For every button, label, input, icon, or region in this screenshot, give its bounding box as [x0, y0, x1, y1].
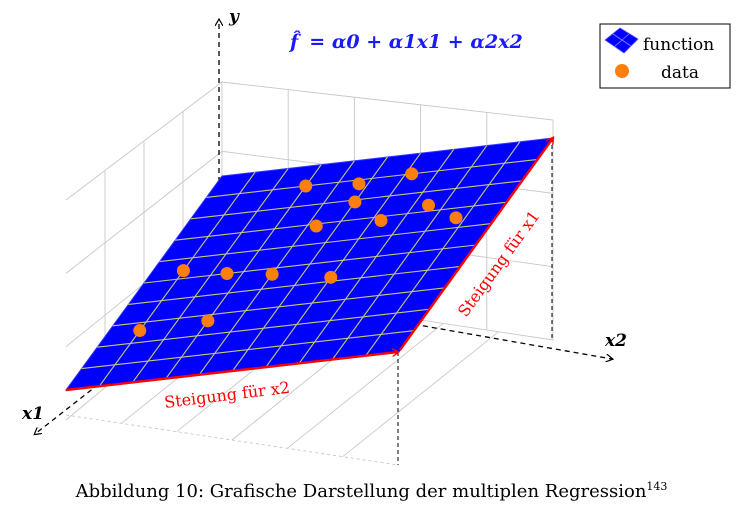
slope-arrow-x1: [399, 138, 553, 351]
regression-formula: f̂ = α0 + α1x1 + α2x2: [288, 31, 523, 53]
data-point: [265, 267, 279, 281]
data-point: [422, 198, 436, 212]
plane-grid-line: [81, 330, 415, 370]
legend-label-data: data: [661, 63, 699, 83]
data-points: [133, 167, 463, 338]
legend-label-function: function: [643, 35, 714, 55]
axis-label-x2: x2: [604, 331, 627, 351]
plane-grid-line: [365, 141, 521, 357]
plane-grid-line: [298, 149, 455, 364]
regression-plane: [64, 137, 555, 391]
formula-rhs: = α0 + α1x1 + α2x2: [309, 31, 522, 53]
box-grid-line: [287, 322, 444, 449]
figure-caption: Abbildung 10: Grafische Darstellung der …: [0, 480, 743, 502]
caption-text: Abbildung 10: Grafische Darstellung der …: [75, 481, 647, 502]
data-point: [176, 264, 190, 278]
box-grid-line: [221, 81, 554, 121]
plane-grid-line: [265, 152, 422, 368]
plane-grid-line: [112, 287, 446, 327]
regression-diagram: y x2 x1 f̂ = α0 + α1x1 + α2x2 Steigung f…: [21, 7, 731, 466]
data-point: [449, 211, 463, 225]
data-point: [324, 270, 338, 284]
legend: function data: [599, 23, 731, 89]
data-point: [405, 167, 419, 181]
plane-grid-line: [97, 308, 430, 348]
plane-grid-line: [331, 145, 488, 360]
formula-lhs: f̂: [288, 31, 301, 53]
slope-label-x2: Steigung für x2: [163, 378, 291, 412]
data-point: [299, 179, 313, 193]
legend-function-icon: [604, 27, 639, 54]
data-point: [348, 195, 362, 209]
data-point: [220, 267, 234, 280]
slope-arrow-x2: [65, 352, 398, 392]
plane-grid-line: [128, 265, 461, 305]
data-point: [352, 177, 366, 191]
box-grid-line: [342, 331, 499, 458]
axis-label-y: y: [228, 7, 240, 27]
data-point: [374, 214, 388, 228]
data-point: [133, 324, 147, 338]
box-grid-line: [65, 150, 223, 274]
box-grid-line: [65, 414, 399, 466]
data-point: [309, 219, 323, 233]
caption-footnote: 143: [646, 480, 668, 493]
data-point: [201, 314, 215, 328]
plane-grid-line: [143, 244, 477, 284]
box-grid-line: [65, 81, 223, 201]
axis-label-x1: x1: [21, 404, 44, 424]
legend-data-marker: [615, 64, 629, 78]
